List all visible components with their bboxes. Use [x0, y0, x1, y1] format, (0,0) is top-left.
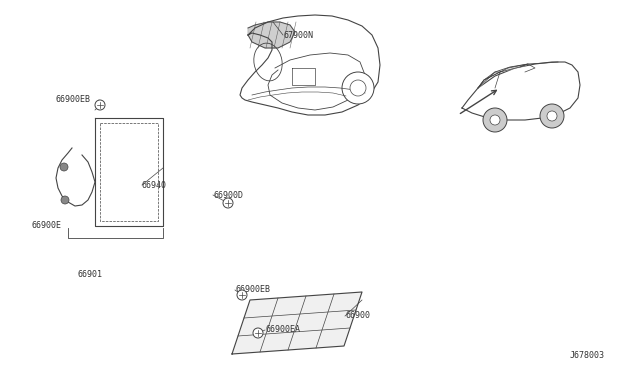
Circle shape	[61, 196, 69, 204]
Polygon shape	[500, 64, 528, 72]
Polygon shape	[232, 292, 362, 354]
Text: 66900EA: 66900EA	[265, 326, 300, 334]
Circle shape	[60, 163, 68, 171]
Text: 66940: 66940	[142, 180, 167, 189]
Circle shape	[253, 328, 263, 338]
Polygon shape	[478, 72, 500, 88]
Text: 66900D: 66900D	[213, 190, 243, 199]
Text: J678003: J678003	[570, 350, 605, 359]
Text: 66900: 66900	[345, 311, 370, 321]
Text: 66900EB: 66900EB	[55, 96, 90, 105]
Circle shape	[483, 108, 507, 132]
Circle shape	[540, 104, 564, 128]
Text: 66900E: 66900E	[32, 221, 62, 230]
Circle shape	[237, 290, 247, 300]
Circle shape	[95, 100, 105, 110]
Circle shape	[490, 115, 500, 125]
Circle shape	[547, 111, 557, 121]
Polygon shape	[248, 22, 295, 48]
Circle shape	[223, 198, 233, 208]
Text: 66901: 66901	[78, 270, 103, 279]
Text: 66900EB: 66900EB	[235, 285, 270, 295]
Text: 67900N: 67900N	[283, 31, 313, 39]
Circle shape	[350, 80, 366, 96]
Circle shape	[342, 72, 374, 104]
